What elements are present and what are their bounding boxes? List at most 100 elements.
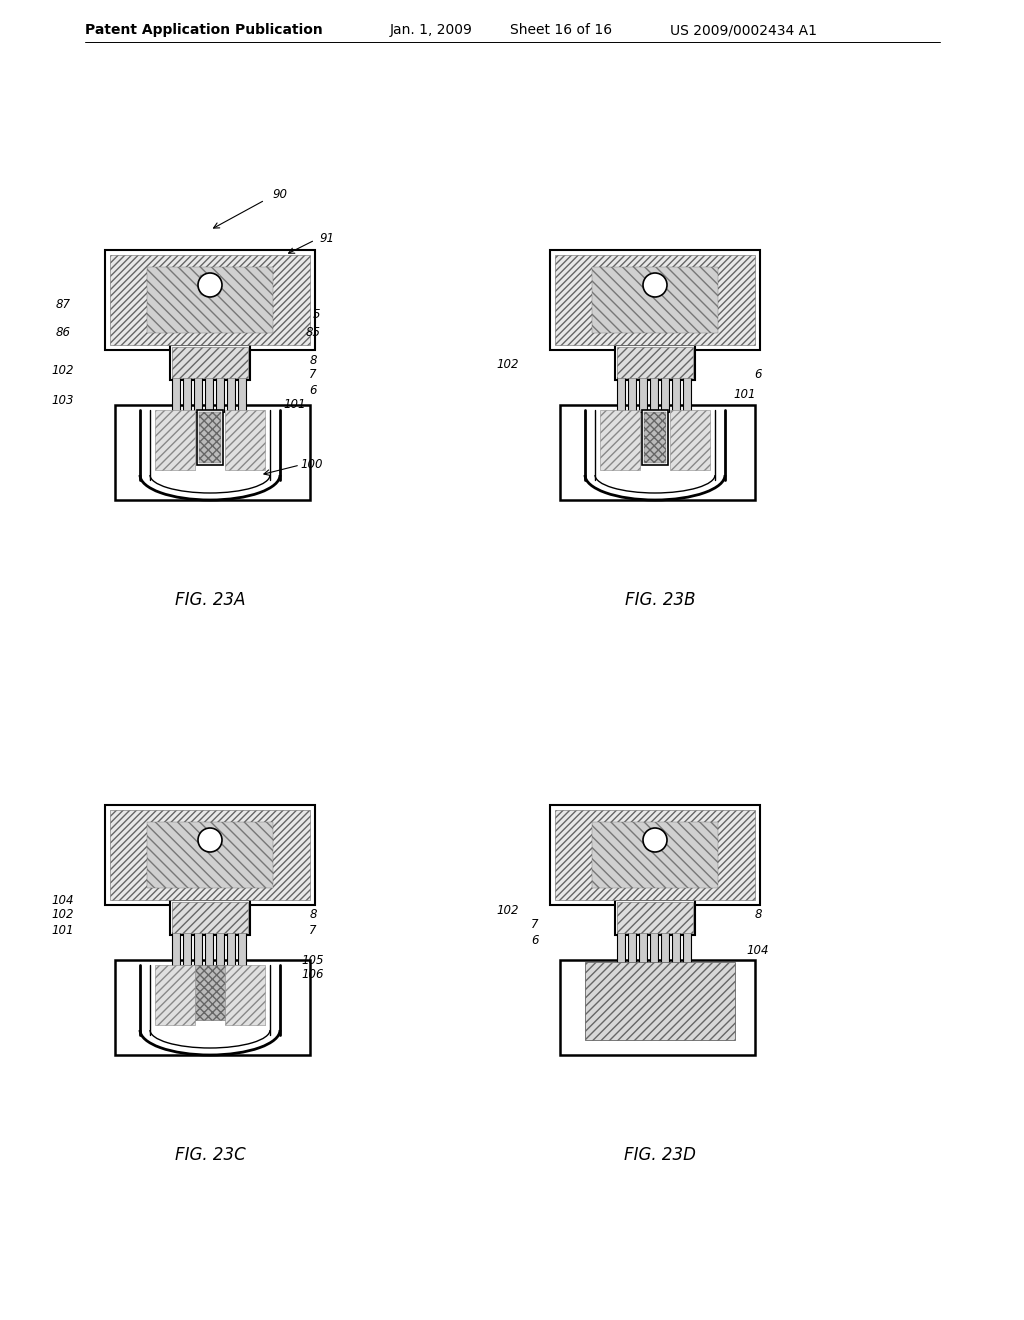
Bar bbox=[194, 932, 202, 968]
Bar bbox=[183, 932, 191, 968]
Bar bbox=[216, 932, 224, 968]
Bar bbox=[628, 378, 636, 412]
Bar bbox=[155, 411, 195, 470]
Bar bbox=[105, 249, 315, 350]
Text: 7: 7 bbox=[531, 919, 539, 932]
Text: 104: 104 bbox=[746, 944, 769, 957]
Bar bbox=[650, 378, 658, 412]
Bar bbox=[194, 378, 202, 412]
Bar bbox=[110, 255, 310, 345]
Bar bbox=[172, 347, 248, 378]
Bar bbox=[225, 411, 265, 470]
Text: 101: 101 bbox=[284, 399, 306, 412]
Text: 7: 7 bbox=[309, 368, 316, 381]
Bar bbox=[183, 378, 191, 412]
Text: FIG. 23A: FIG. 23A bbox=[175, 591, 246, 609]
Text: 100: 100 bbox=[301, 458, 324, 471]
Bar bbox=[555, 255, 755, 345]
Text: 102: 102 bbox=[52, 908, 75, 921]
Bar bbox=[560, 405, 755, 500]
Bar bbox=[199, 412, 221, 463]
Text: 87: 87 bbox=[55, 298, 71, 312]
Bar bbox=[590, 820, 720, 890]
Bar bbox=[205, 378, 213, 412]
Bar bbox=[683, 932, 691, 968]
Bar bbox=[617, 347, 693, 378]
Bar bbox=[227, 932, 234, 968]
Text: FIG. 23B: FIG. 23B bbox=[625, 591, 695, 609]
Text: 7: 7 bbox=[309, 924, 316, 936]
Text: Sheet 16 of 16: Sheet 16 of 16 bbox=[510, 22, 612, 37]
Bar bbox=[172, 378, 180, 412]
Text: 106: 106 bbox=[302, 969, 325, 982]
Text: 8: 8 bbox=[755, 908, 762, 921]
Text: FIG. 23D: FIG. 23D bbox=[624, 1146, 696, 1164]
Bar bbox=[639, 378, 647, 412]
Bar bbox=[615, 900, 695, 935]
Text: 86: 86 bbox=[55, 326, 71, 338]
Bar bbox=[560, 960, 755, 1055]
Bar bbox=[205, 932, 213, 968]
Bar bbox=[617, 902, 693, 933]
Text: 90: 90 bbox=[272, 189, 288, 202]
Bar bbox=[225, 965, 265, 1026]
Bar bbox=[170, 900, 250, 935]
Bar bbox=[592, 822, 718, 888]
Text: 5: 5 bbox=[313, 309, 321, 322]
Bar bbox=[639, 932, 647, 968]
Bar bbox=[147, 267, 273, 333]
Text: 103: 103 bbox=[52, 393, 75, 407]
Bar bbox=[238, 932, 246, 968]
Text: 102: 102 bbox=[497, 903, 519, 916]
Text: 6: 6 bbox=[309, 384, 316, 396]
Bar bbox=[642, 411, 668, 465]
Bar bbox=[650, 932, 658, 968]
Bar bbox=[155, 965, 195, 1026]
Text: 6: 6 bbox=[531, 933, 539, 946]
Text: 91: 91 bbox=[319, 231, 335, 244]
Bar bbox=[644, 412, 666, 463]
Text: Jan. 1, 2009: Jan. 1, 2009 bbox=[390, 22, 473, 37]
Circle shape bbox=[643, 828, 667, 851]
Bar bbox=[550, 249, 760, 350]
Bar bbox=[170, 345, 250, 380]
Bar bbox=[216, 378, 224, 412]
Bar bbox=[672, 932, 680, 968]
Circle shape bbox=[198, 273, 222, 297]
Text: 101: 101 bbox=[734, 388, 757, 401]
Bar bbox=[683, 378, 691, 412]
Text: 104: 104 bbox=[52, 894, 75, 907]
Bar bbox=[200, 275, 220, 294]
Bar bbox=[147, 822, 273, 888]
Text: 102: 102 bbox=[52, 363, 75, 376]
Bar bbox=[600, 411, 640, 470]
Bar bbox=[617, 378, 625, 412]
Bar bbox=[550, 805, 760, 906]
Text: 105: 105 bbox=[302, 953, 325, 966]
Bar bbox=[615, 345, 695, 380]
Text: 8: 8 bbox=[309, 354, 316, 367]
Bar bbox=[227, 378, 234, 412]
Bar bbox=[145, 820, 275, 890]
Bar bbox=[115, 960, 310, 1055]
Bar bbox=[670, 411, 710, 470]
Bar bbox=[145, 265, 275, 335]
Bar bbox=[672, 378, 680, 412]
Circle shape bbox=[198, 828, 222, 851]
Bar bbox=[662, 378, 669, 412]
Text: US 2009/0002434 A1: US 2009/0002434 A1 bbox=[670, 22, 817, 37]
Text: Patent Application Publication: Patent Application Publication bbox=[85, 22, 323, 37]
Text: FIG. 23C: FIG. 23C bbox=[175, 1146, 246, 1164]
Bar bbox=[115, 405, 310, 500]
Bar bbox=[555, 810, 755, 900]
Bar bbox=[662, 932, 669, 968]
Bar bbox=[110, 810, 310, 900]
Bar bbox=[180, 965, 240, 1020]
Bar bbox=[585, 962, 735, 1040]
Bar bbox=[172, 902, 248, 933]
Bar bbox=[592, 267, 718, 333]
Bar bbox=[590, 265, 720, 335]
Bar bbox=[172, 932, 180, 968]
Bar bbox=[617, 932, 625, 968]
Bar bbox=[238, 378, 246, 412]
